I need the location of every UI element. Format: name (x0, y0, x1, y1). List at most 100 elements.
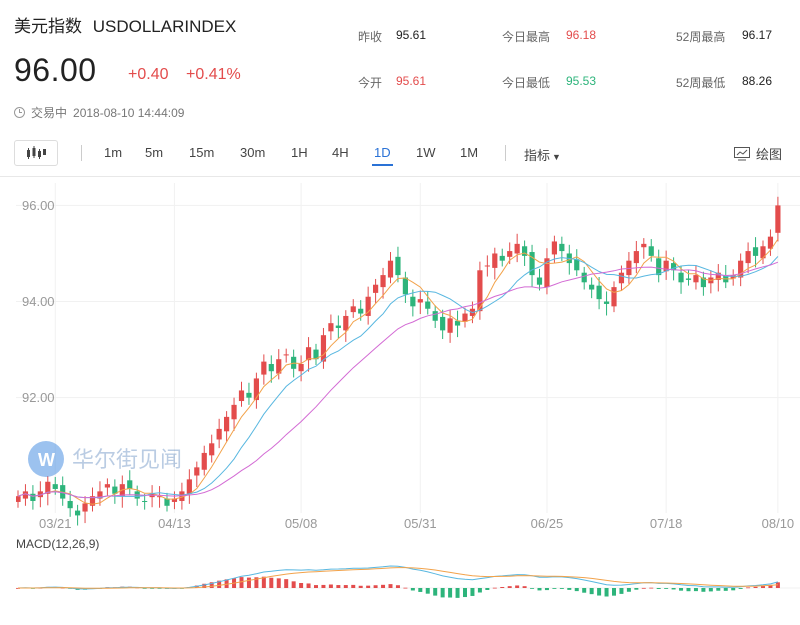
candle-body (462, 313, 468, 322)
draw-button[interactable]: 绘图 (733, 144, 782, 163)
candle-body (209, 443, 215, 456)
macd-histogram-bar (500, 586, 505, 588)
instrument-name-cn: 美元指数 (14, 17, 82, 36)
macd-histogram-bar (142, 588, 147, 589)
candle-body (425, 301, 431, 309)
candle-body (313, 349, 319, 360)
macd-histogram-bar (723, 588, 728, 591)
macd-histogram-bar (425, 588, 430, 594)
stat-label-day-high: 今日最高 (502, 30, 551, 44)
candle-body (358, 308, 364, 314)
period-1d[interactable]: 1D (372, 145, 393, 166)
candle-body (15, 496, 21, 502)
macd-histogram-bar (701, 588, 706, 592)
macd-histogram-bar (299, 582, 304, 588)
toolbar-divider-line (0, 176, 800, 177)
candle-body (179, 491, 185, 501)
macd-histogram-bar (440, 588, 445, 598)
macd-histogram-bar (269, 577, 274, 588)
candle-body (581, 272, 587, 283)
indicator-menu[interactable]: 指标 ▼ (524, 145, 561, 164)
candle-body (201, 452, 207, 470)
candle-body (492, 253, 498, 268)
candle-body (454, 320, 461, 326)
macd-dea-line (18, 567, 778, 589)
y-tick-label: 94.00 (22, 294, 55, 309)
macd-histogram-bar (753, 586, 758, 588)
candle-body (671, 263, 677, 271)
candle-body (432, 311, 438, 321)
macd-histogram-bar (664, 588, 669, 589)
candle-body (775, 205, 781, 233)
period-1h[interactable]: 1H (291, 145, 308, 160)
macd-histogram-bar (403, 587, 408, 589)
stat-label-day-low: 今日最低 (502, 76, 551, 90)
period-1w[interactable]: 1W (416, 145, 436, 160)
macd-histogram-bar (239, 577, 244, 588)
macd-label: MACD(12,26,9) (16, 537, 99, 551)
period-5m[interactable]: 5m (145, 145, 164, 160)
price-chart-area[interactable]: 96.00 94.00 92.00 W 华尔街见闻 03/21 04/13 05/08 05/3… (15, 183, 800, 620)
candle-body (499, 255, 505, 261)
candle-body (127, 480, 133, 489)
candle-body (276, 359, 282, 374)
candle-body (283, 354, 289, 356)
y-tick-label: 96.00 (22, 198, 55, 213)
macd-histogram-bar (395, 585, 400, 588)
x-tick-label: 06/25 (531, 516, 564, 531)
macd-histogram-bar (746, 587, 751, 589)
period-1mo[interactable]: 1M (460, 145, 479, 160)
macd-histogram-bar (336, 585, 341, 588)
x-tick-label: 03/21 (39, 516, 72, 531)
macd-histogram-bar (343, 585, 348, 588)
macd-histogram-bar (686, 588, 691, 592)
macd-histogram-bar (544, 588, 549, 591)
draw-label: 绘图 (755, 147, 782, 162)
stat-value-prev-close: 95.61 (396, 28, 427, 42)
y-tick-label: 92.00 (22, 390, 55, 405)
candle-body (67, 500, 73, 509)
candle-body (350, 306, 356, 313)
candle-body (253, 378, 259, 401)
ma-short-line (17, 238, 779, 505)
stat-value-52w-low: 88.26 (742, 74, 773, 88)
candle-body (45, 481, 51, 494)
period-30m[interactable]: 30m (240, 145, 266, 160)
x-tick-label: 07/18 (650, 516, 683, 531)
candle-body (574, 259, 580, 271)
macd-histogram-bar (157, 588, 162, 589)
macd-histogram-bar (246, 577, 251, 588)
period-1m[interactable]: 1m (104, 145, 123, 160)
candle-body (611, 287, 617, 307)
trading-status-row: 交易中 2018-08-10 14:44:09 (14, 104, 184, 121)
period-4h[interactable]: 4H (332, 145, 349, 160)
macd-histogram-bar (373, 585, 378, 588)
candle-body (589, 284, 595, 290)
candle-body (305, 347, 312, 361)
chart-toolbar: 1m 5m 15m 30m 1H 4H 1D 1W 1M 指标 ▼ 绘图 (14, 138, 786, 168)
candle-body (738, 260, 744, 278)
candle-body (507, 251, 513, 257)
macd-histogram-bar (649, 587, 654, 589)
period-15m[interactable]: 15m (189, 145, 215, 160)
watermark-text: 华尔街见闻 (72, 448, 182, 473)
candle-body (715, 272, 721, 280)
macd-histogram-bar (589, 588, 594, 595)
instrument-title: 美元指数 USDOLLARINDEX (14, 12, 236, 37)
candlestick-chart[interactable]: 96.00 94.00 92.00 W 华尔街见闻 03/21 04/13 05/08 05/3… (15, 183, 800, 620)
x-tick-label: 05/31 (404, 516, 437, 531)
chart-background (16, 183, 800, 620)
candle-body (89, 496, 96, 506)
candle-body (402, 277, 408, 295)
chart-type-button[interactable] (14, 140, 58, 166)
candle-body (30, 493, 36, 501)
macd-histogram-bar (492, 587, 497, 589)
macd-histogram-bar (537, 588, 542, 591)
candle-body (544, 258, 550, 288)
macd-histogram-bar (515, 585, 520, 588)
candle-body (626, 260, 632, 276)
macd-histogram-bar (708, 588, 713, 592)
candle-body (641, 243, 647, 248)
macd-histogram-bar (731, 588, 736, 591)
macd-histogram-bar (641, 587, 646, 589)
